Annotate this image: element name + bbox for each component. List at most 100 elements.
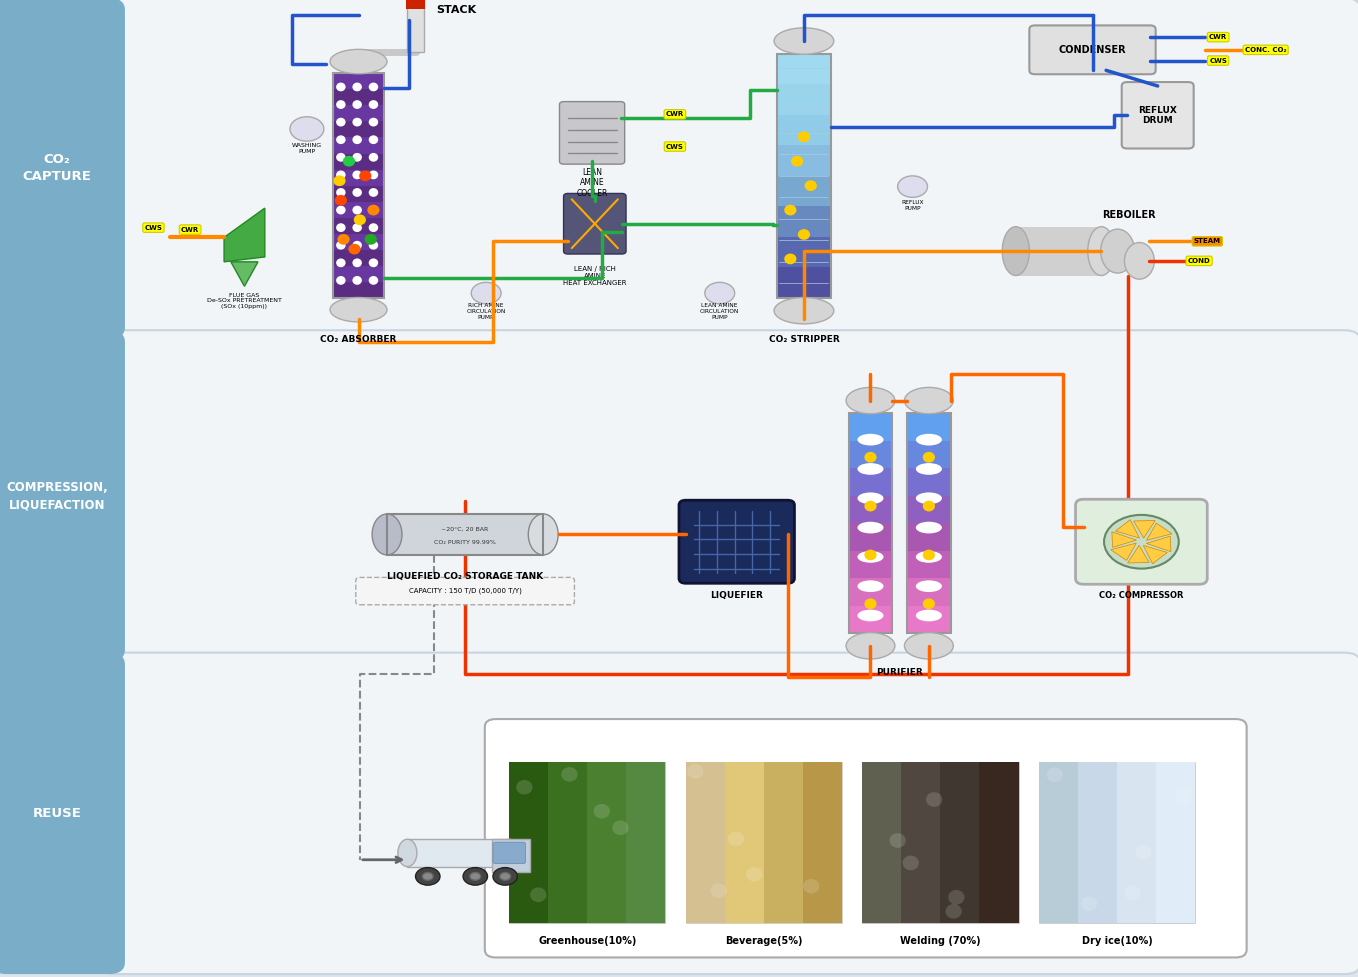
Polygon shape bbox=[333, 186, 384, 201]
Polygon shape bbox=[849, 441, 892, 468]
Ellipse shape bbox=[923, 451, 934, 463]
Ellipse shape bbox=[337, 234, 350, 245]
Polygon shape bbox=[777, 206, 831, 237]
Ellipse shape bbox=[865, 500, 877, 512]
Ellipse shape bbox=[1175, 788, 1191, 803]
Polygon shape bbox=[1146, 536, 1171, 552]
Ellipse shape bbox=[790, 155, 803, 167]
Ellipse shape bbox=[797, 229, 809, 240]
Bar bbox=[407, 0, 424, 52]
Text: CO₂ COMPRESSOR: CO₂ COMPRESSOR bbox=[1099, 591, 1184, 601]
Ellipse shape bbox=[857, 434, 884, 446]
Polygon shape bbox=[1127, 545, 1149, 563]
Bar bbox=[406, 0, 425, 9]
Ellipse shape bbox=[337, 135, 345, 144]
Bar bbox=[1039, 762, 1195, 923]
Ellipse shape bbox=[746, 867, 762, 881]
Ellipse shape bbox=[369, 206, 378, 215]
Ellipse shape bbox=[337, 170, 345, 180]
Ellipse shape bbox=[493, 868, 517, 885]
Text: CO₂
CAPTURE: CO₂ CAPTURE bbox=[23, 153, 91, 183]
Text: LEAN
AMINE
COOLER: LEAN AMINE COOLER bbox=[576, 168, 608, 197]
Ellipse shape bbox=[846, 388, 895, 414]
Polygon shape bbox=[333, 89, 384, 106]
Text: COND: COND bbox=[1188, 258, 1210, 264]
Text: CWS: CWS bbox=[1209, 58, 1228, 64]
Ellipse shape bbox=[353, 206, 361, 215]
Polygon shape bbox=[907, 606, 951, 633]
Ellipse shape bbox=[353, 83, 361, 92]
Bar bbox=[1078, 762, 1118, 923]
Ellipse shape bbox=[342, 155, 356, 167]
Ellipse shape bbox=[337, 189, 345, 197]
Ellipse shape bbox=[857, 522, 884, 533]
Polygon shape bbox=[777, 115, 831, 146]
FancyBboxPatch shape bbox=[0, 330, 125, 661]
FancyBboxPatch shape bbox=[99, 0, 1358, 339]
Ellipse shape bbox=[463, 868, 488, 885]
Ellipse shape bbox=[1081, 896, 1097, 911]
Bar bbox=[763, 762, 803, 923]
Ellipse shape bbox=[804, 180, 818, 191]
Ellipse shape bbox=[728, 831, 744, 846]
Text: ~20°C, 20 BAR: ~20°C, 20 BAR bbox=[441, 527, 489, 532]
Ellipse shape bbox=[1088, 227, 1115, 276]
Ellipse shape bbox=[1104, 515, 1179, 569]
Ellipse shape bbox=[353, 118, 361, 126]
Ellipse shape bbox=[857, 463, 884, 475]
Text: WASHING
PUMP: WASHING PUMP bbox=[292, 143, 322, 154]
Text: REFLUX
PUMP: REFLUX PUMP bbox=[902, 199, 923, 211]
Polygon shape bbox=[907, 468, 951, 495]
Ellipse shape bbox=[889, 833, 906, 848]
Ellipse shape bbox=[291, 117, 325, 141]
Polygon shape bbox=[1143, 545, 1168, 564]
Ellipse shape bbox=[369, 118, 378, 126]
Ellipse shape bbox=[903, 856, 919, 871]
Ellipse shape bbox=[353, 241, 361, 249]
Ellipse shape bbox=[1124, 885, 1141, 900]
Text: Dry ice(10%): Dry ice(10%) bbox=[1081, 936, 1153, 946]
FancyBboxPatch shape bbox=[485, 719, 1247, 957]
Bar bbox=[686, 762, 725, 923]
Bar bbox=[902, 762, 941, 923]
Text: LIQUEFIER: LIQUEFIER bbox=[710, 591, 763, 601]
Polygon shape bbox=[907, 578, 951, 606]
Polygon shape bbox=[333, 266, 384, 282]
Ellipse shape bbox=[915, 551, 942, 563]
Ellipse shape bbox=[774, 298, 834, 324]
Text: STEAM: STEAM bbox=[1194, 238, 1221, 244]
Polygon shape bbox=[907, 495, 951, 524]
Ellipse shape bbox=[398, 839, 417, 867]
Ellipse shape bbox=[687, 764, 703, 779]
Text: CWS: CWS bbox=[144, 225, 163, 231]
Ellipse shape bbox=[1135, 844, 1152, 859]
Ellipse shape bbox=[330, 298, 387, 322]
Polygon shape bbox=[1115, 520, 1139, 538]
Ellipse shape bbox=[471, 282, 501, 304]
Ellipse shape bbox=[797, 131, 809, 142]
Text: Welding (70%): Welding (70%) bbox=[900, 936, 980, 946]
Text: LEAN AMINE
CIRCULATION
PUMP: LEAN AMINE CIRCULATION PUMP bbox=[701, 304, 739, 319]
FancyBboxPatch shape bbox=[0, 653, 125, 974]
Bar bbox=[1039, 762, 1078, 923]
Polygon shape bbox=[333, 138, 384, 153]
FancyBboxPatch shape bbox=[1122, 82, 1194, 149]
Polygon shape bbox=[333, 201, 384, 218]
Ellipse shape bbox=[353, 135, 361, 144]
Ellipse shape bbox=[353, 100, 361, 108]
Ellipse shape bbox=[612, 821, 629, 835]
Ellipse shape bbox=[337, 241, 345, 249]
FancyBboxPatch shape bbox=[1029, 25, 1156, 74]
Ellipse shape bbox=[337, 83, 345, 92]
Bar bbox=[1156, 762, 1195, 923]
Ellipse shape bbox=[1124, 242, 1154, 279]
Polygon shape bbox=[777, 176, 831, 206]
Ellipse shape bbox=[774, 27, 834, 54]
Ellipse shape bbox=[516, 780, 532, 794]
Ellipse shape bbox=[348, 243, 360, 255]
Ellipse shape bbox=[948, 890, 964, 905]
Polygon shape bbox=[231, 262, 258, 286]
Polygon shape bbox=[1112, 531, 1137, 547]
FancyBboxPatch shape bbox=[356, 577, 574, 605]
Bar bbox=[862, 762, 1018, 923]
